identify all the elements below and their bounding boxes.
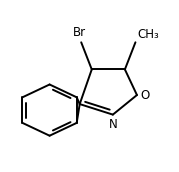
- Text: Br: Br: [73, 26, 86, 39]
- Text: N: N: [108, 118, 117, 131]
- Text: O: O: [140, 89, 149, 101]
- Text: CH₃: CH₃: [137, 28, 159, 41]
